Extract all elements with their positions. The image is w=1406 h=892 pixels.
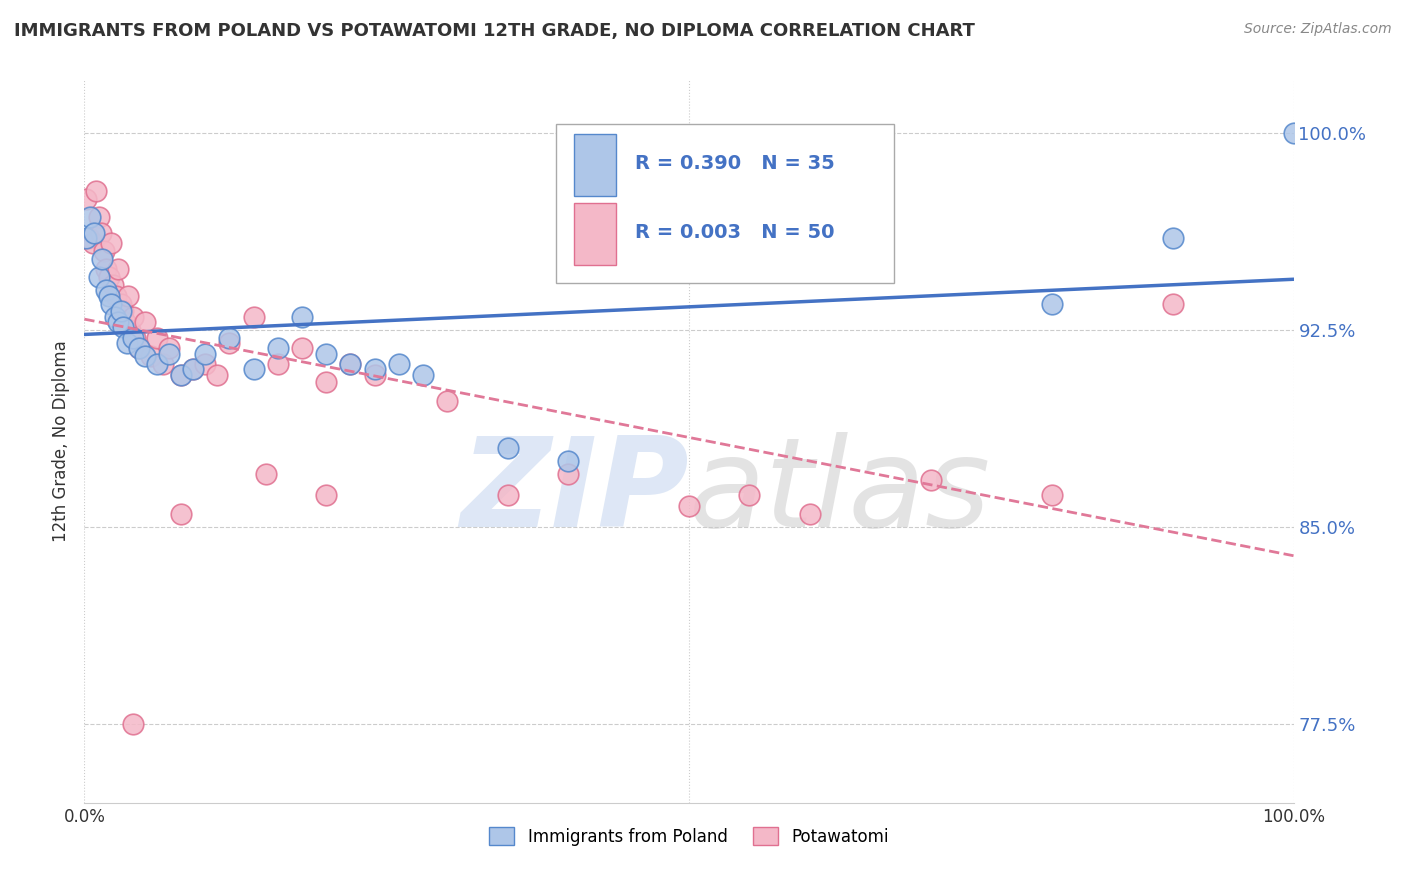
Point (1282, 126, 1305, 140)
Point (100, 236, 122, 251)
Point (97, 289, 120, 303)
Point (170, 507, 193, 521)
Point (83, 226, 105, 240)
Point (94, 262, 117, 277)
Text: atlas: atlas (689, 432, 991, 553)
Point (291, 310, 314, 324)
Point (218, 336, 240, 351)
Point (242, 362, 264, 376)
Point (181, 362, 204, 376)
Point (1161, 231, 1184, 245)
Point (363, 368, 385, 382)
Y-axis label: 12th Grade, No Diploma: 12th Grade, No Diploma (52, 341, 70, 542)
Point (170, 368, 193, 382)
Point (339, 357, 361, 371)
Point (112, 304, 135, 318)
Point (112, 320, 135, 334)
Point (170, 368, 193, 382)
Text: R = 0.003   N = 50: R = 0.003 N = 50 (634, 222, 834, 242)
Point (557, 454, 579, 468)
Point (104, 310, 127, 324)
Point (94, 284, 117, 298)
Point (93, 244, 115, 258)
Text: ZIP: ZIP (460, 432, 689, 553)
Point (110, 296, 132, 310)
Text: R = 0.390   N = 35: R = 0.390 N = 35 (634, 153, 834, 173)
Point (267, 357, 290, 371)
Point (412, 368, 434, 382)
Point (388, 357, 411, 371)
Point (107, 262, 129, 277)
Point (134, 349, 156, 363)
Legend: Immigrants from Poland, Potawatomi: Immigrants from Poland, Potawatomi (482, 821, 896, 852)
Point (77, 231, 100, 245)
Point (339, 357, 361, 371)
Point (97, 270, 120, 285)
Point (557, 467, 579, 482)
Point (91, 252, 114, 266)
Point (157, 346, 180, 360)
Point (121, 310, 143, 324)
Point (107, 315, 129, 329)
Point (1161, 296, 1184, 310)
FancyBboxPatch shape (555, 124, 894, 283)
Text: IMMIGRANTS FROM POLAND VS POTAWATOMI 12TH GRADE, NO DIPLOMA CORRELATION CHART: IMMIGRANTS FROM POLAND VS POTAWATOMI 12T… (14, 22, 974, 40)
Point (1040, 296, 1063, 310)
Point (496, 441, 519, 455)
Point (86, 184, 108, 198)
Point (79, 210, 101, 224)
Point (152, 357, 174, 371)
Point (100, 296, 122, 310)
Point (207, 368, 229, 382)
Point (87, 210, 110, 224)
Point (799, 507, 821, 521)
Point (114, 315, 136, 329)
Point (120, 323, 142, 337)
Point (87, 270, 110, 285)
Point (134, 315, 156, 329)
Bar (574, 203, 616, 265)
Point (128, 341, 150, 355)
Point (103, 278, 125, 293)
Point (117, 289, 139, 303)
Point (139, 349, 162, 363)
Point (146, 357, 169, 371)
Text: Source: ZipAtlas.com: Source: ZipAtlas.com (1244, 22, 1392, 37)
Point (75, 231, 97, 245)
Point (254, 467, 277, 482)
Point (82, 236, 104, 251)
Point (363, 362, 385, 376)
Point (678, 499, 700, 513)
Point (315, 376, 337, 390)
Point (436, 393, 458, 408)
Point (267, 341, 290, 355)
Point (242, 310, 264, 324)
Point (110, 304, 132, 318)
Point (291, 341, 314, 355)
Point (128, 341, 150, 355)
Point (157, 341, 180, 355)
Point (90, 226, 112, 240)
Point (121, 331, 143, 345)
Point (104, 289, 127, 303)
Bar (574, 135, 616, 196)
Point (115, 336, 138, 351)
Point (496, 488, 519, 502)
Point (75, 192, 97, 206)
Point (315, 488, 337, 502)
Point (738, 488, 761, 502)
Point (124, 331, 146, 345)
Point (194, 357, 217, 371)
Point (218, 331, 240, 345)
Point (920, 473, 942, 487)
Point (181, 362, 204, 376)
Point (1040, 488, 1063, 502)
Point (315, 346, 337, 360)
Point (121, 717, 143, 731)
Point (146, 331, 169, 345)
Point (194, 346, 217, 360)
